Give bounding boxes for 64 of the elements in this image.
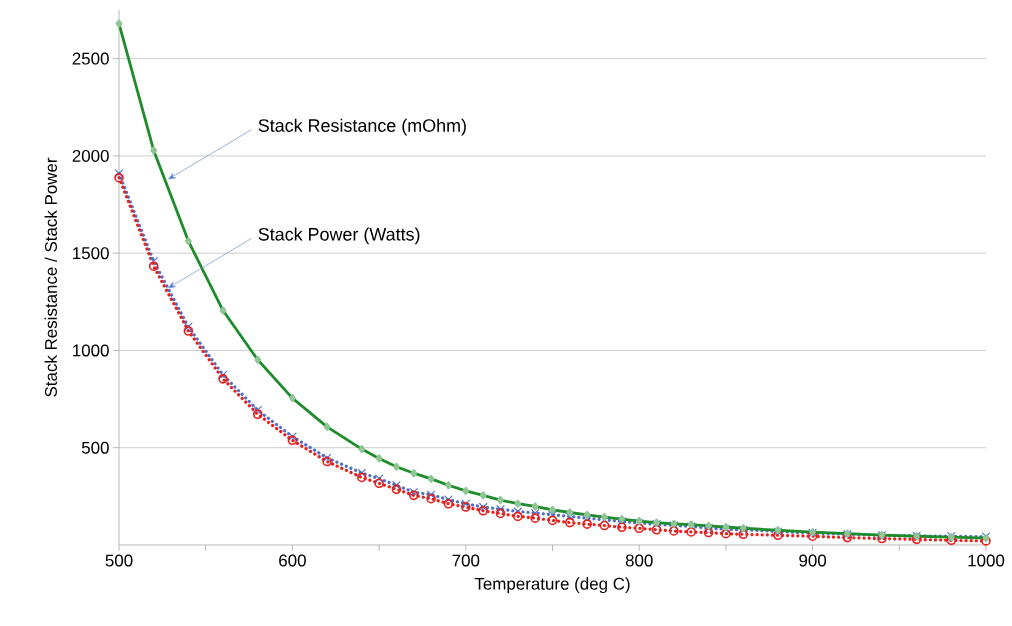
point bbox=[253, 406, 262, 415]
y-tick-label: 2500 bbox=[72, 52, 109, 65]
point bbox=[114, 172, 124, 183]
point bbox=[148, 261, 159, 271]
y-tick-label: 1000 bbox=[73, 344, 109, 357]
x-tick-label: 700 bbox=[452, 554, 480, 567]
point bbox=[513, 511, 523, 522]
point bbox=[911, 534, 922, 545]
point bbox=[807, 531, 818, 542]
point bbox=[495, 508, 506, 519]
point bbox=[183, 326, 194, 336]
annotation: Stack Resistance (mOhm) bbox=[258, 118, 466, 136]
x-tick-label: 900 bbox=[799, 554, 827, 567]
point bbox=[461, 502, 471, 512]
y-axis-title: Stack Resistance / Stack Power bbox=[44, 157, 57, 397]
point bbox=[946, 535, 957, 546]
point bbox=[617, 522, 627, 533]
point bbox=[288, 432, 297, 441]
point bbox=[374, 478, 384, 489]
point bbox=[599, 520, 610, 531]
y-tick-label: 500 bbox=[81, 441, 109, 454]
point bbox=[547, 515, 558, 526]
point bbox=[583, 514, 592, 523]
x-tick-label: 600 bbox=[279, 554, 306, 567]
point bbox=[252, 409, 263, 420]
point bbox=[323, 453, 332, 462]
y-tick-label: 2000 bbox=[72, 149, 109, 162]
point bbox=[287, 435, 298, 446]
point bbox=[444, 495, 453, 504]
x-tick-label: 500 bbox=[105, 554, 133, 567]
point bbox=[392, 481, 401, 490]
point bbox=[375, 474, 384, 483]
point bbox=[721, 528, 731, 539]
point bbox=[426, 493, 436, 504]
y-tick-label: 1500 bbox=[73, 247, 109, 260]
x-tick-label: 1000 bbox=[968, 554, 1005, 567]
point bbox=[357, 468, 366, 478]
point bbox=[479, 502, 488, 512]
annotation: Stack Power (Watts) bbox=[258, 227, 420, 245]
x-axis-title: Temperature (deg C) bbox=[474, 577, 630, 594]
point bbox=[461, 499, 470, 508]
point bbox=[218, 374, 228, 384]
point bbox=[703, 527, 714, 538]
point bbox=[582, 519, 592, 529]
point bbox=[773, 530, 783, 541]
point bbox=[530, 513, 540, 523]
point bbox=[496, 505, 505, 514]
point bbox=[738, 529, 749, 540]
point bbox=[391, 484, 402, 495]
point bbox=[565, 512, 574, 521]
point bbox=[513, 507, 522, 516]
point bbox=[443, 498, 454, 509]
point bbox=[478, 505, 488, 516]
point bbox=[184, 322, 193, 331]
point bbox=[409, 488, 418, 497]
point bbox=[322, 456, 332, 467]
point bbox=[565, 517, 575, 528]
point bbox=[114, 169, 124, 178]
x-tick-label: 800 bbox=[625, 554, 653, 567]
point bbox=[356, 472, 367, 483]
point bbox=[531, 508, 540, 518]
point bbox=[408, 490, 419, 501]
point bbox=[218, 370, 228, 380]
point bbox=[427, 490, 436, 499]
